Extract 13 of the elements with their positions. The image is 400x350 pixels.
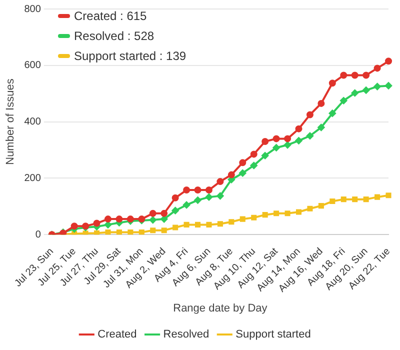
annotation: Created : 615 bbox=[74, 8, 147, 25]
legend-label: Resolved bbox=[163, 328, 210, 341]
y-tick-label: 800 bbox=[24, 4, 42, 15]
annotation: Support started : 139 bbox=[74, 48, 186, 65]
y-axis-title: Number of Issues bbox=[4, 78, 17, 165]
annotation: Resolved : 528 bbox=[74, 28, 154, 45]
legend-label: Support started bbox=[236, 328, 311, 341]
x-axis-title: Range date by Day bbox=[173, 302, 268, 314]
y-tick-label: 400 bbox=[24, 116, 42, 128]
y-tick-label: 600 bbox=[24, 60, 42, 72]
y-tick-label: 200 bbox=[24, 172, 42, 184]
y-tick-label: 0 bbox=[35, 229, 42, 240]
legend-label: Created bbox=[98, 328, 137, 341]
